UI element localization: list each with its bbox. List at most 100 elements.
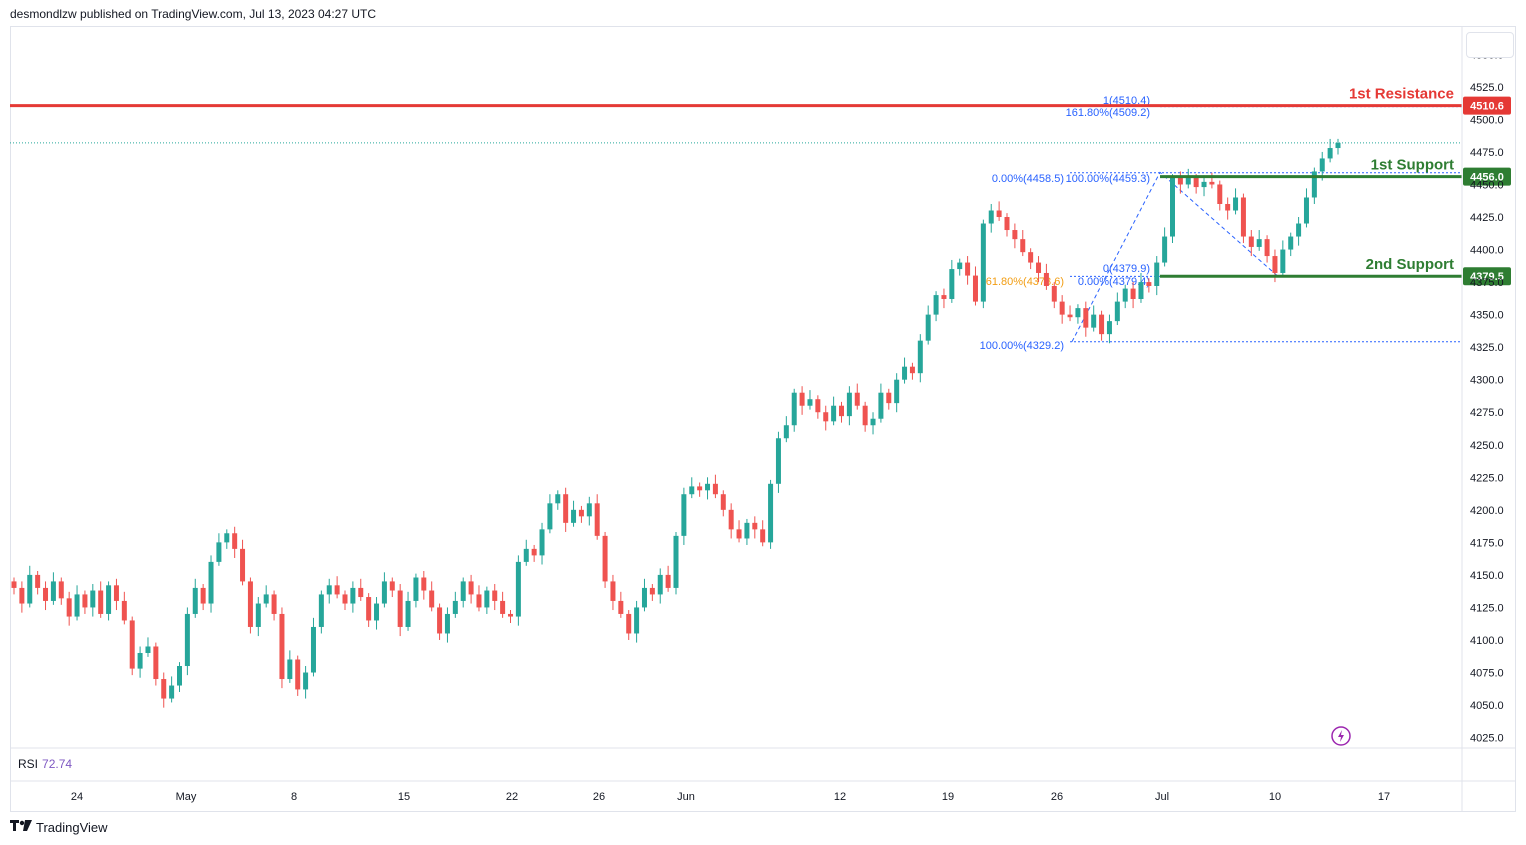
candle [366,593,372,627]
candle-body [775,438,781,484]
y-tick-label: 4025.0 [1470,733,1504,745]
candle-body [578,509,584,517]
x-tick-label: 26 [1051,791,1063,803]
candle [563,487,569,532]
candle [1051,282,1057,309]
candle [27,565,33,608]
candle-body [326,585,332,595]
candle [862,401,868,432]
candle [413,573,419,608]
candle [752,516,758,539]
candle-body [555,494,561,504]
tradingview-brand[interactable]: TradingView [10,819,108,835]
candle [1311,167,1317,204]
auto-scale-button[interactable] [1466,32,1514,58]
candle [1114,292,1120,326]
candle-body [468,581,474,595]
lightning-circle [1331,726,1351,746]
level-price-label: 4510.6 [1470,101,1504,113]
candle [1185,168,1191,189]
candle-body [839,405,844,417]
candle [342,590,348,611]
candle-body [1051,285,1057,302]
candle [1256,230,1262,251]
level-label: 1st Support [1371,157,1454,174]
candle [1201,175,1207,197]
candle [925,305,931,345]
candle-body [736,529,742,539]
candle-body [240,548,246,582]
candle [492,584,498,611]
level-price-badge [1463,96,1511,115]
level-label: 1st Resistance [1349,86,1454,103]
candle [145,637,151,657]
candle [965,256,971,285]
x-tick-label: 19 [942,791,954,803]
candle-body [768,483,774,543]
candle-body [303,672,309,690]
candle-body [602,535,608,582]
candle [476,585,482,612]
candle-body [413,577,419,601]
candle-body [350,587,356,604]
candle-body [263,594,269,604]
candle-body [807,399,813,406]
candle [240,539,246,586]
candle-body [1303,197,1309,224]
level-price-badge [1463,267,1511,286]
y-tick-label: 4225.0 [1470,472,1504,484]
x-tick-label: 10 [1269,791,1281,803]
y-tick-label: 4400.0 [1470,245,1504,257]
candle-body [925,314,931,341]
price-level: 2nd Support 4379.5 [1160,256,1511,286]
y-tick-label: 4250.0 [1470,440,1504,452]
candle [1146,278,1152,293]
candle [870,412,876,435]
candle [689,477,695,499]
candle [82,590,88,614]
candle-body [106,585,112,614]
candle-body [980,223,986,302]
candle [1028,248,1034,270]
fib-label: 0(4379.9) [1103,263,1150,275]
candle-body [1319,158,1325,172]
candle [310,617,316,677]
candle-body [1217,184,1223,204]
candle-body [515,561,521,617]
candle [397,584,403,637]
candle [531,544,537,562]
candle-body [421,577,427,591]
candle [657,568,663,604]
candle [437,603,443,640]
candle [941,288,947,309]
candle-body [1185,177,1191,185]
candle-body [760,529,766,543]
candle [224,529,230,549]
candle [113,578,119,611]
candle [216,533,222,566]
candle-body [19,587,25,604]
candle-body [279,613,285,680]
candle [43,581,49,611]
candle [949,259,955,303]
candle [815,395,821,419]
candle [720,490,726,517]
candle [1075,304,1081,324]
candle [374,597,380,630]
candle [389,577,395,598]
candle [515,555,521,626]
fib-label: 1(4510.4) [1103,95,1150,107]
candle [58,577,64,605]
candle-body [389,581,395,591]
candle [649,584,655,601]
candle-body [58,581,64,599]
publisher-caption: desmondlzw published on TradingView.com,… [10,7,376,21]
y-tick-label: 4075.0 [1470,668,1504,680]
candle [255,597,261,637]
candle [318,590,324,634]
candle-body [224,533,230,543]
candle [980,219,986,309]
candle [697,482,703,497]
candle-body [586,503,592,517]
